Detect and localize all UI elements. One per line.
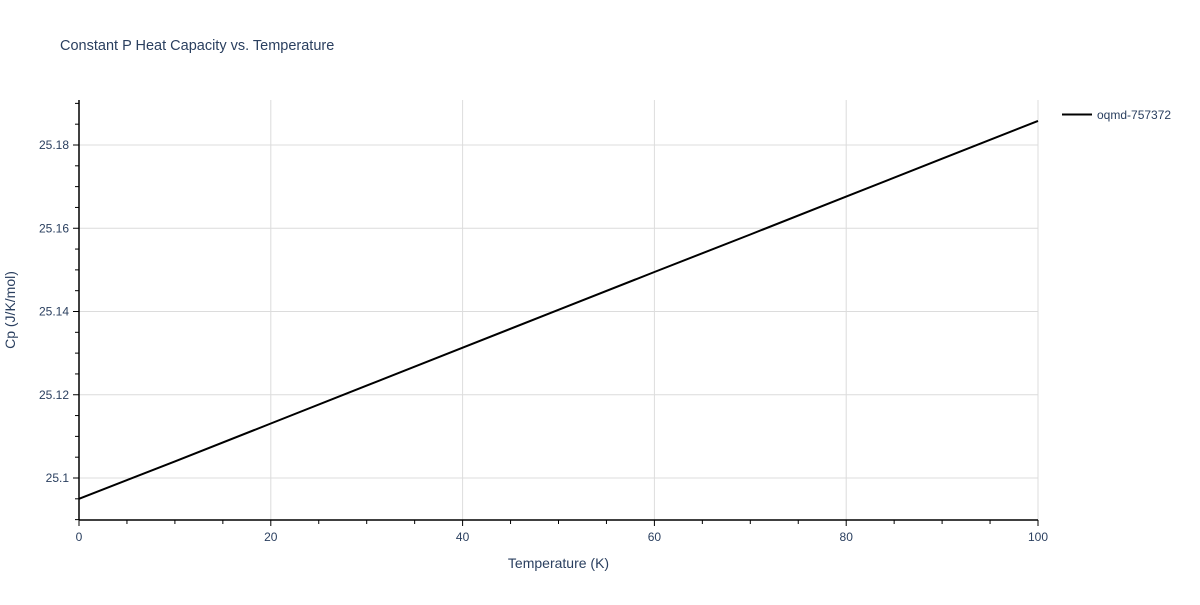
legend[interactable]: oqmd-757372: [1062, 108, 1171, 122]
x-tick-label: 20: [264, 530, 278, 544]
grid: [79, 100, 1039, 520]
series-layer: [78, 119, 1039, 500]
legend-label[interactable]: oqmd-757372: [1097, 108, 1171, 122]
series-line: [78, 119, 1039, 500]
chart-title: Constant P Heat Capacity vs. Temperature: [60, 38, 334, 54]
y-tick-label: 25.1: [46, 471, 70, 485]
y-tick-label: 25.16: [39, 221, 69, 235]
x-tick-label: 100: [1028, 530, 1048, 544]
y-tick-label: 25.14: [39, 305, 69, 319]
x-tick-label: 0: [76, 530, 83, 544]
x-tick-label: 80: [840, 530, 854, 544]
y-tick-label: 25.12: [39, 388, 69, 402]
x-tick-label: 60: [648, 530, 662, 544]
y-tick-label: 25.18: [39, 138, 69, 152]
axes: 0 20 40 60 80 100 25.1 25.12 25.14 25.16 25.18: [39, 100, 1048, 544]
x-tick-label: 40: [456, 530, 470, 544]
y-axis-label: Cp (J/K/mol): [2, 271, 18, 349]
x-axis-label: Temperature (K): [508, 555, 609, 571]
